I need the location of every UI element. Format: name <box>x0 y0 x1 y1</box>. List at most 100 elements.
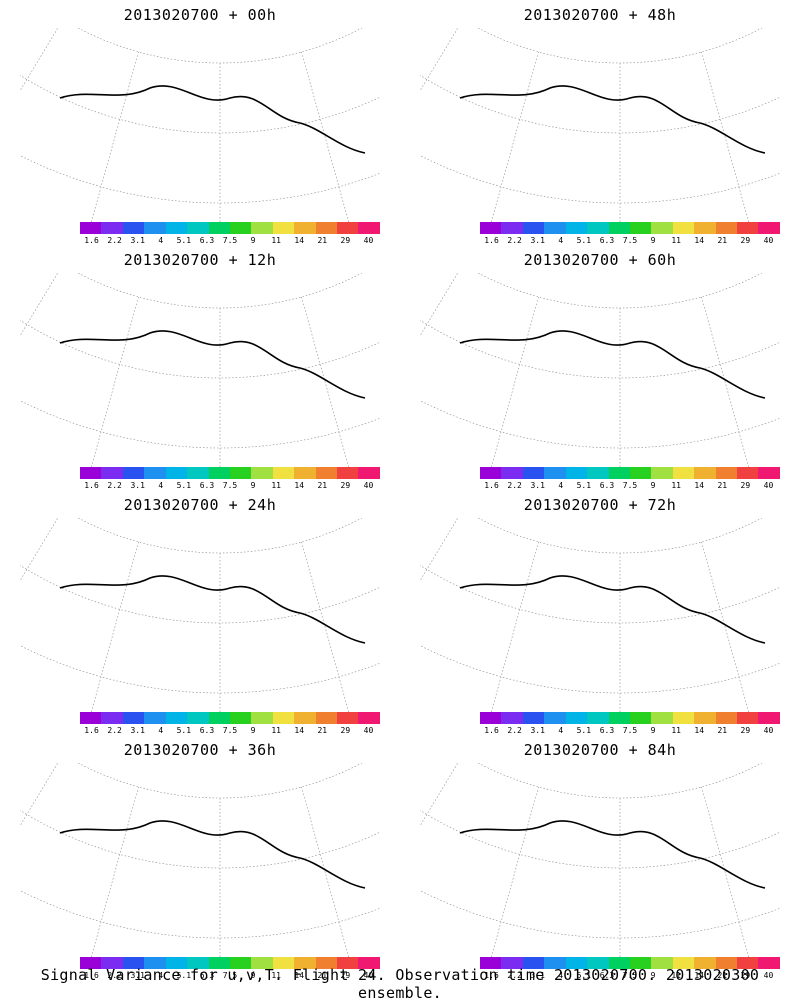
variance-contour <box>576 844 664 913</box>
variance-contour <box>573 599 661 668</box>
color-bar <box>80 467 380 479</box>
variance-contour <box>165 589 277 677</box>
variance-contour <box>585 357 665 420</box>
variance-contour <box>135 163 255 223</box>
color-bar-swatch <box>522 957 545 969</box>
color-bar-swatch <box>208 712 230 724</box>
longitude-line <box>490 541 539 713</box>
variance-contour <box>672 573 702 593</box>
longitude-line <box>301 51 350 223</box>
color-bar-swatch <box>587 957 609 969</box>
variance-contour <box>476 621 539 665</box>
color-bar-swatch <box>315 957 338 969</box>
variance-contour <box>498 879 523 897</box>
variance-contour <box>495 634 520 652</box>
color-bar-label: 3.1 <box>130 971 145 980</box>
color-bar-label: 14 <box>294 481 305 490</box>
variance-contour <box>562 173 642 213</box>
color-bar-swatch <box>565 957 588 969</box>
variance-map <box>420 763 780 958</box>
color-bar-swatch <box>187 957 209 969</box>
color-bar-swatch <box>651 467 673 479</box>
variance-contour <box>547 578 687 688</box>
color-bar-swatch <box>208 957 230 969</box>
variance-contour <box>193 611 249 655</box>
color-bar-swatch <box>165 467 188 479</box>
color-bar-label: 5.1 <box>176 971 192 980</box>
variance-contour <box>103 326 193 371</box>
longitude-line <box>420 518 459 582</box>
variance-contour <box>635 548 740 618</box>
variance-contour <box>665 568 710 598</box>
variance-contour <box>267 567 315 599</box>
variance-contour <box>153 659 249 707</box>
color-bar-label: 1.6 <box>484 726 499 735</box>
color-bar-swatch <box>144 467 166 479</box>
latitude-line <box>20 518 380 713</box>
variance-contour <box>652 66 732 119</box>
variance-contour <box>457 608 557 678</box>
color-bar-swatch <box>165 712 188 724</box>
color-bar-swatch <box>229 467 252 479</box>
variance-contour <box>151 578 291 688</box>
longitude-line <box>20 518 59 582</box>
color-bar-swatch <box>522 222 545 234</box>
variance-contour <box>64 853 164 923</box>
color-bar-label: 14 <box>694 481 705 490</box>
variance-contour <box>470 617 545 670</box>
variance-contour <box>565 341 685 435</box>
variance-contour <box>635 298 755 378</box>
color-bar-swatch <box>544 467 566 479</box>
variance-contour <box>254 801 334 854</box>
variance-contour <box>462 58 642 148</box>
variance-contour <box>179 600 263 666</box>
variance-contour <box>477 66 627 141</box>
color-bar-swatch <box>315 467 338 479</box>
latitude-line <box>20 645 380 694</box>
variance-contour <box>243 551 339 615</box>
color-bar-label: 29 <box>340 481 351 490</box>
color-bar-label: 6.3 <box>599 971 615 980</box>
variance-contour <box>537 653 657 713</box>
variance-contour <box>466 857 554 918</box>
color-bar-label: 29 <box>740 971 751 980</box>
variance-contour <box>605 372 645 403</box>
color-bar-swatch <box>251 467 273 479</box>
variance-map <box>20 763 380 958</box>
color-bar-label: 40 <box>363 726 374 735</box>
variance-contour <box>166 832 283 924</box>
variance-contour <box>494 810 607 866</box>
color-bar-label: 2.2 <box>507 726 522 735</box>
variance-contour <box>650 558 725 608</box>
color-bar-label: 14 <box>294 971 305 980</box>
low-variance-area <box>708 355 752 391</box>
color-bar-swatch <box>522 712 545 724</box>
longitude-line <box>20 28 59 92</box>
variance-contour <box>91 629 131 657</box>
color-bar-label: 4 <box>158 726 164 735</box>
variance-contour <box>494 383 537 413</box>
variance-contour <box>240 63 330 123</box>
color-bar-swatch <box>165 957 188 969</box>
color-bar-swatch <box>144 222 166 234</box>
color-bar-label: 2.2 <box>107 236 122 245</box>
longitude-line <box>777 28 780 204</box>
variance-contour <box>536 404 673 468</box>
color-bar-swatch <box>80 712 102 724</box>
variance-contour <box>58 363 158 433</box>
variance-contour <box>582 606 652 661</box>
color-bar <box>80 712 380 724</box>
variance-contour <box>100 81 190 126</box>
color-bar-label: 40 <box>763 726 774 735</box>
color-bar-label: 2.2 <box>507 236 522 245</box>
variance-contour <box>64 793 244 883</box>
color-bar-swatch <box>101 222 123 234</box>
color-bar-swatch <box>608 712 630 724</box>
coastline <box>59 575 366 644</box>
color-bar-swatch <box>651 957 673 969</box>
color-bar-swatch <box>737 957 759 969</box>
color-bar-swatch <box>501 222 523 234</box>
color-bar-label: 11 <box>671 971 681 980</box>
variance-contour <box>58 303 238 393</box>
longitude-line <box>420 273 459 337</box>
